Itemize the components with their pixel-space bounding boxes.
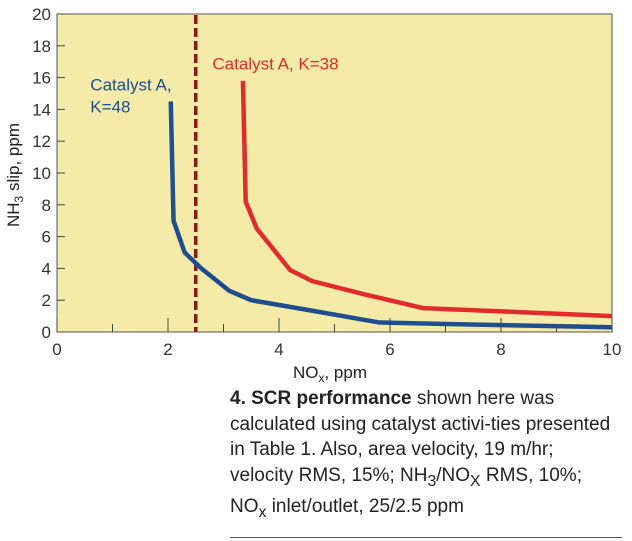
x-tick-label: 6 bbox=[385, 340, 394, 359]
y-tick-label: 8 bbox=[42, 196, 51, 215]
caption-text: RMS, 10%; NO bbox=[230, 464, 582, 517]
y-tick-label: 20 bbox=[32, 5, 51, 24]
x-tick-label: 4 bbox=[274, 340, 283, 359]
y-tick-label: 16 bbox=[32, 69, 51, 88]
y-axis-title: NH3 slip, ppm bbox=[4, 123, 26, 227]
scr-performance-chart: 0 2 4 6 8 10 12 14 16 18 20 0 2 4 6 8 10 Catalyst A, K=48… bbox=[4, 5, 622, 385]
y-tick-label: 6 bbox=[42, 228, 51, 247]
series-line-catalyst-a-k48 bbox=[168, 101, 613, 330]
x-tick-label: 0 bbox=[52, 340, 61, 359]
plot-area bbox=[56, 13, 613, 333]
caption-divider bbox=[230, 537, 622, 538]
caption-text: /NO bbox=[436, 464, 471, 486]
caption-sub: x bbox=[258, 503, 267, 521]
y-tick-label: 14 bbox=[32, 100, 51, 119]
x-tick-label: 2 bbox=[163, 340, 172, 359]
series-line-catalyst-a-k38 bbox=[240, 80, 613, 319]
series-label-catalyst-a-k48: Catalyst A, bbox=[90, 75, 171, 94]
y-tick-label: 10 bbox=[32, 164, 51, 183]
caption-text: shown here was calculated using catalyst… bbox=[230, 388, 611, 486]
series-label-catalyst-a-k38: Catalyst A, K=38 bbox=[212, 55, 338, 74]
x-tick-label: 8 bbox=[496, 340, 505, 359]
x-tick-label: 10 bbox=[603, 340, 622, 359]
caption-sub: X bbox=[470, 472, 481, 490]
x-axis-title: NOx, ppm bbox=[293, 363, 367, 385]
caption-sub: 3 bbox=[427, 472, 437, 490]
y-tick-label: 0 bbox=[42, 323, 51, 342]
figure-number: 4. SCR performance bbox=[230, 388, 412, 409]
y-tick-label: 2 bbox=[42, 291, 51, 310]
y-tick-label: 18 bbox=[32, 37, 51, 56]
y-tick-label: 12 bbox=[32, 132, 51, 151]
y-tick-label: 4 bbox=[42, 259, 51, 278]
series-label-catalyst-a-k48: K=48 bbox=[90, 97, 130, 116]
figure-caption: 4. SCR performance shown here was calcul… bbox=[230, 386, 622, 525]
caption-text: inlet/outlet, 25/2.5 ppm bbox=[266, 495, 464, 517]
